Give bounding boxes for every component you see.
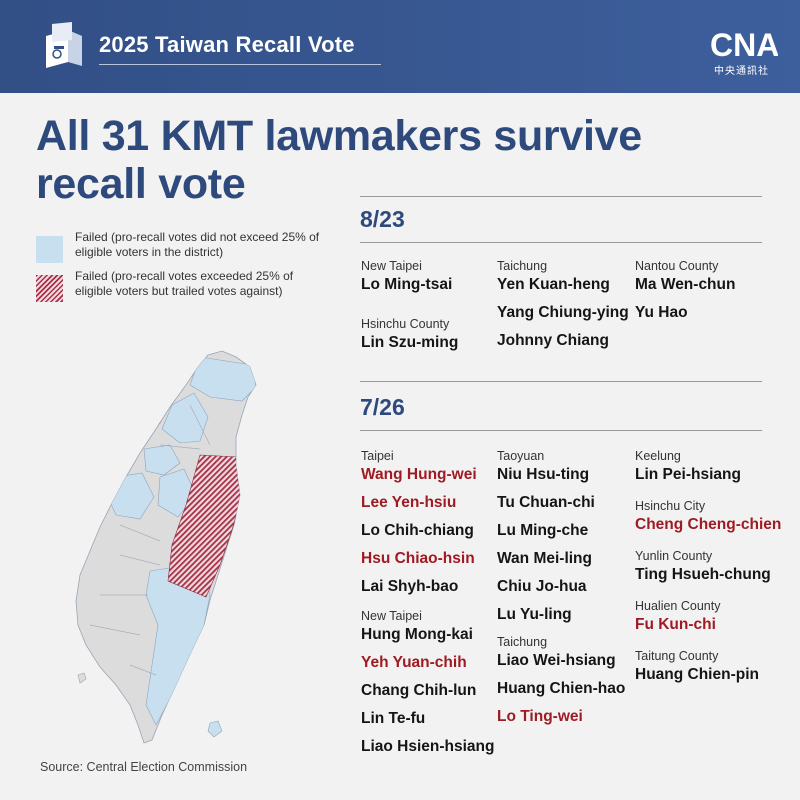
region-group: Taipei Wang Hung-wei Lee Yen-hsiu Lo Chi… — [361, 448, 511, 604]
svg-text:CNA: CNA — [710, 27, 778, 62]
lawmaker-name: Niu Hsu-ting — [497, 466, 590, 483]
lawmaker-name: Lo Ming-tsai — [361, 276, 453, 293]
lawmaker-name: Lin Szu-ming — [361, 334, 459, 351]
header-banner: 2025 Taiwan Recall Vote CNA 中央通訊社 — [0, 0, 800, 93]
cna-logo-subtitle: 中央通訊社 — [714, 66, 769, 77]
round-1-column-3: Nantou County Ma Wen-chun Yu Hao — [635, 258, 785, 324]
region-label: Taipei — [361, 449, 394, 463]
lawmaker-name-highlighted: Fu Kun-chi — [635, 616, 716, 633]
region-group: Yunlin County Ting Hsueh-chung — [635, 548, 785, 592]
region-label: Keelung — [635, 449, 681, 463]
region-group: Taoyuan Niu Hsu-ting Tu Chuan-chi Lu Min… — [497, 448, 647, 632]
lawmaker-name: Ting Hsueh-chung — [635, 566, 771, 583]
region-label: Taoyuan — [497, 449, 545, 463]
lawmaker-name-highlighted: Cheng Cheng-chien — [635, 516, 782, 533]
lawmaker-name: Lin Pei-hsiang — [635, 466, 741, 483]
region-label: Hsinchu City — [635, 499, 706, 513]
lawmaker-name: Hung Mong-kai — [361, 626, 473, 643]
cna-logo: CNA — [710, 27, 778, 62]
lawmaker-name: Ma Wen-chun — [635, 276, 736, 293]
district-blue — [161, 392, 209, 444]
legend-label: Failed (pro-recall votes exceeded 25% of… — [75, 269, 294, 298]
region-group: Nantou County Ma Wen-chun Yu Hao — [635, 258, 785, 324]
round-date-1: 8/23 — [360, 206, 405, 232]
lawmaker-name: Lu Ming-che — [497, 522, 589, 539]
lawmaker-name: Lu Yu-ling — [497, 606, 572, 623]
district-hatched — [143, 402, 161, 428]
region-group: Hsinchu City Cheng Cheng-chien — [635, 498, 785, 542]
taiwan-island — [75, 350, 257, 744]
round-2-column-2: Taoyuan Niu Hsu-ting Tu Chuan-chi Lu Min… — [497, 448, 647, 728]
divider — [360, 242, 762, 243]
region-label: Nantou County — [635, 259, 719, 273]
lawmaker-name: Yu Hao — [635, 304, 688, 321]
taiwan-district-map — [75, 350, 257, 744]
lawmaker-name: Chang Chih-lun — [361, 682, 477, 699]
lawmaker-name: Wan Mei-ling — [497, 550, 592, 567]
legend-label: Failed (pro-recall votes did not exceed … — [75, 230, 320, 259]
region-group: Taichung Yen Kuan-heng Yang Chiung-ying … — [497, 258, 647, 352]
islet — [207, 720, 223, 738]
lawmaker-name: Chiu Jo-hua — [497, 578, 587, 595]
page-title-line-2: recall vote — [36, 160, 246, 208]
lawmaker-name-highlighted: Lee Yen-hsiu — [361, 494, 457, 511]
lawmaker-name: Lai Shyh-bao — [361, 578, 459, 595]
round-1-column-2: Taichung Yen Kuan-heng Yang Chiung-ying … — [497, 258, 647, 352]
lawmaker-name: Liao Wei-hsiang — [497, 652, 616, 669]
lawmaker-name: Huang Chien-pin — [635, 666, 759, 683]
source-note: Source: Central Election Commission — [40, 760, 248, 774]
islet — [77, 672, 87, 684]
lawmaker-name: Johnny Chiang — [497, 332, 609, 349]
lawmaker-name: Lo Chih-chiang — [361, 522, 474, 539]
round-1-column-1: New Taipei Lo Ming-tsai Hsinchu County L… — [361, 258, 511, 354]
region-label: Yunlin County — [635, 549, 713, 563]
lawmaker-name-highlighted: Yeh Yuan-chih — [361, 654, 467, 671]
region-label: New Taipei — [361, 609, 422, 623]
region-group: Taitung County Huang Chien-pin — [635, 648, 785, 686]
lawmaker-name: Yen Kuan-heng — [497, 276, 610, 293]
round-2-column-3: Keelung Lin Pei-hsiang Hsinchu City Chen… — [635, 448, 785, 686]
round-2-column-1: Taipei Wang Hung-wei Lee Yen-hsiu Lo Chi… — [361, 448, 511, 758]
region-group: New Taipei Lo Ming-tsai — [361, 258, 511, 302]
region-group: Hualien County Fu Kun-chi — [635, 598, 785, 642]
region-label: Taichung — [497, 635, 548, 649]
lawmaker-name: Huang Chien-hao — [497, 680, 626, 697]
page-title: All 31 KMT lawmakers survive recall vote — [36, 112, 736, 208]
divider — [360, 430, 762, 431]
region-label: New Taipei — [361, 259, 422, 273]
lawmaker-name: Lin Te-fu — [361, 710, 426, 727]
round-date-2: 7/26 — [360, 394, 405, 420]
divider — [360, 381, 762, 382]
region-label: Taichung — [497, 259, 548, 273]
region-label: Hsinchu County — [361, 317, 450, 331]
lawmaker-name-highlighted: Wang Hung-wei — [361, 466, 477, 483]
lawmaker-name-highlighted: Lo Ting-wei — [497, 708, 583, 725]
header-underline — [99, 64, 381, 65]
lawmaker-name-highlighted: Hsu Chiao-hsin — [361, 550, 475, 567]
lawmaker-name: Yang Chiung-ying — [497, 304, 629, 321]
ballot-box-icon — [46, 22, 82, 68]
header-title: 2025 Taiwan Recall Vote — [99, 32, 355, 57]
lawmaker-name: Tu Chuan-chi — [497, 494, 595, 511]
region-group: Hsinchu County Lin Szu-ming — [361, 316, 511, 354]
page-title-line-1: All 31 KMT lawmakers survive — [36, 112, 642, 160]
lawmaker-name: Liao Hsien-hsiang — [361, 738, 495, 755]
region-label: Hualien County — [635, 599, 721, 613]
legend-swatch-hatched — [36, 275, 63, 302]
divider — [360, 196, 762, 197]
region-group: Keelung Lin Pei-hsiang — [635, 448, 785, 492]
legend-swatch-blue — [36, 236, 63, 263]
region-label: Taitung County — [635, 649, 719, 663]
region-group: Taichung Liao Wei-hsiang Huang Chien-hao… — [497, 634, 647, 728]
region-group: New Taipei Hung Mong-kai Yeh Yuan-chih C… — [361, 608, 511, 758]
